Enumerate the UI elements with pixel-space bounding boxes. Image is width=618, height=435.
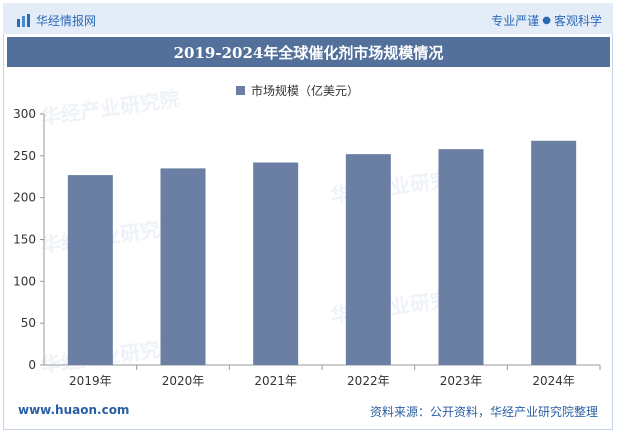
footer-website[interactable]: www.huaon.com [18, 403, 130, 417]
y-tick-label: 100 [13, 274, 36, 288]
footer-source: 资料来源：公开资料，华经产业研究院整理 [369, 405, 598, 419]
legend: 市场规模（亿美元） [236, 82, 359, 99]
chart-title: 2019-2024年全球催化剂市场规模情况 [173, 43, 444, 62]
x-tick-label: 2019年 [69, 374, 112, 388]
legend-label: 市场规模（亿美元） [251, 84, 360, 98]
brand-logo-icon [17, 13, 30, 27]
bar [160, 168, 206, 365]
y-tick-label: 0 [28, 358, 36, 372]
tagline-separator: ● [542, 14, 551, 26]
bar [345, 154, 391, 365]
y-tick-label: 250 [13, 149, 36, 163]
header-bar [3, 3, 613, 34]
bar [531, 140, 577, 365]
y-tick-label: 150 [13, 233, 36, 247]
bar [67, 175, 113, 365]
title-bar: 2019-2024年全球催化剂市场规模情况 [7, 37, 610, 67]
x-tick-label: 2021年 [254, 374, 297, 388]
y-tick-label: 50 [21, 316, 36, 330]
tagline-right: 客观科学 [553, 13, 602, 28]
brand: 华经情报网 [16, 11, 96, 29]
bar [253, 162, 299, 365]
x-tick-label: 2024年 [532, 374, 575, 388]
bar [438, 149, 484, 365]
x-tick-label: 2020年 [162, 374, 205, 388]
brand-name: 华经情报网 [36, 13, 97, 28]
y-tick-label: 200 [13, 191, 36, 205]
x-tick-label: 2023年 [440, 374, 483, 388]
y-tick-label: 300 [13, 107, 36, 121]
x-tick-label: 2022年 [347, 374, 390, 388]
legend-swatch [236, 86, 245, 95]
header-tagline: 专业严谨 ● 客观科学 [491, 11, 602, 29]
tagline-left: 专业严谨 [491, 13, 540, 28]
